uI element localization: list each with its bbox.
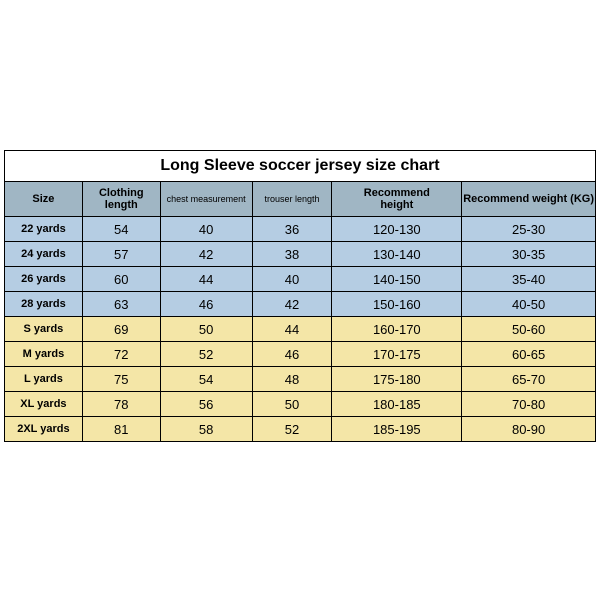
data-cell: 180-185 [332, 392, 462, 417]
data-cell: 35-40 [462, 267, 596, 292]
size-cell: 28 yards [5, 292, 83, 317]
data-cell: 48 [252, 367, 332, 392]
data-cell: 120-130 [332, 217, 462, 242]
data-cell: 75 [82, 367, 160, 392]
data-cell: 46 [160, 292, 252, 317]
table-row: 22 yards544036120-13025-30 [5, 217, 596, 242]
data-cell: 40 [160, 217, 252, 242]
data-cell: 54 [160, 367, 252, 392]
data-cell: 80-90 [462, 417, 596, 442]
data-cell: 36 [252, 217, 332, 242]
table-row: 2XL yards815852185-19580-90 [5, 417, 596, 442]
table-row: 26 yards604440140-15035-40 [5, 267, 596, 292]
data-cell: 130-140 [332, 242, 462, 267]
data-cell: 50 [160, 317, 252, 342]
data-cell: 46 [252, 342, 332, 367]
data-cell: 38 [252, 242, 332, 267]
size-cell: XL yards [5, 392, 83, 417]
table-row: XL yards785650180-18570-80 [5, 392, 596, 417]
size-cell: L yards [5, 367, 83, 392]
data-cell: 57 [82, 242, 160, 267]
data-cell: 63 [82, 292, 160, 317]
data-cell: 70-80 [462, 392, 596, 417]
data-cell: 150-160 [332, 292, 462, 317]
data-cell: 60 [82, 267, 160, 292]
size-cell: 24 yards [5, 242, 83, 267]
size-chart-table: Long Sleeve soccer jersey size chart Siz… [4, 150, 596, 442]
size-cell: S yards [5, 317, 83, 342]
data-cell: 185-195 [332, 417, 462, 442]
size-cell: M yards [5, 342, 83, 367]
data-cell: 40 [252, 267, 332, 292]
table-body: 22 yards544036120-13025-3024 yards574238… [5, 217, 596, 442]
size-cell: 22 yards [5, 217, 83, 242]
data-cell: 69 [82, 317, 160, 342]
size-cell: 26 yards [5, 267, 83, 292]
col-header-5: Recommend weight (KG) [462, 182, 596, 217]
col-header-3: trouser length [252, 182, 332, 217]
col-header-2: chest measurement [160, 182, 252, 217]
table-row: M yards725246170-17560-65 [5, 342, 596, 367]
data-cell: 54 [82, 217, 160, 242]
data-cell: 44 [252, 317, 332, 342]
col-header-0: Size [5, 182, 83, 217]
table-row: L yards755448175-18065-70 [5, 367, 596, 392]
data-cell: 50-60 [462, 317, 596, 342]
data-cell: 52 [252, 417, 332, 442]
data-cell: 56 [160, 392, 252, 417]
data-cell: 175-180 [332, 367, 462, 392]
table-row: 24 yards574238130-14030-35 [5, 242, 596, 267]
table-row: S yards695044160-17050-60 [5, 317, 596, 342]
data-cell: 78 [82, 392, 160, 417]
data-cell: 30-35 [462, 242, 596, 267]
col-header-1: Clothinglength [82, 182, 160, 217]
data-cell: 44 [160, 267, 252, 292]
data-cell: 65-70 [462, 367, 596, 392]
data-cell: 42 [252, 292, 332, 317]
table-header-row: SizeClothinglengthchest measurementtrous… [5, 182, 596, 217]
data-cell: 60-65 [462, 342, 596, 367]
data-cell: 81 [82, 417, 160, 442]
data-cell: 25-30 [462, 217, 596, 242]
data-cell: 140-150 [332, 267, 462, 292]
data-cell: 170-175 [332, 342, 462, 367]
data-cell: 72 [82, 342, 160, 367]
col-header-4: Recommendheight [332, 182, 462, 217]
data-cell: 40-50 [462, 292, 596, 317]
data-cell: 160-170 [332, 317, 462, 342]
data-cell: 50 [252, 392, 332, 417]
table-row: 28 yards634642150-16040-50 [5, 292, 596, 317]
size-cell: 2XL yards [5, 417, 83, 442]
data-cell: 42 [160, 242, 252, 267]
data-cell: 58 [160, 417, 252, 442]
table-title: Long Sleeve soccer jersey size chart [5, 151, 596, 182]
data-cell: 52 [160, 342, 252, 367]
